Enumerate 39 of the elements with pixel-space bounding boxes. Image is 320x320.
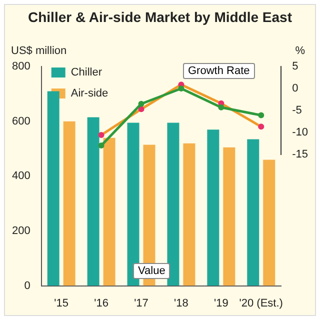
- point: [138, 100, 144, 107]
- bar: [87, 117, 100, 286]
- y-tick-label: 200: [12, 225, 30, 238]
- y-axis-title: US$ million: [11, 45, 67, 57]
- bar: [247, 139, 260, 286]
- y-tick-label: 800: [12, 60, 30, 73]
- bar: [263, 160, 276, 286]
- bar: [167, 122, 180, 286]
- legend-label: Chiller: [70, 66, 102, 79]
- x-tick-label: '17: [134, 297, 148, 310]
- bar: [103, 138, 116, 286]
- y-tick-label: 600: [12, 115, 30, 128]
- point: [98, 142, 104, 149]
- y2-axis-title: %: [295, 45, 305, 57]
- bar: [127, 122, 140, 286]
- x-tick-label: '18: [174, 297, 188, 310]
- bar: [63, 121, 76, 286]
- y2-tick-label: -15: [292, 148, 308, 160]
- x-tick-label: '16: [94, 297, 108, 310]
- bar: [207, 130, 220, 286]
- point: [258, 112, 264, 118]
- x-tick-label: '20 (Est.): [239, 297, 283, 310]
- legend-label: Air-side: [70, 88, 108, 100]
- point: [218, 104, 224, 110]
- y2-tick-label: 0: [292, 82, 298, 95]
- annotation: Value: [133, 263, 170, 279]
- y-tick-label: 0: [24, 280, 30, 292]
- x-tick-label: '19: [214, 297, 228, 310]
- y2-tick-label: -5: [292, 104, 302, 116]
- y2-tick-label: 5: [292, 60, 298, 73]
- chart-title: Chiller & Air-side Market by Middle East: [27, 8, 293, 25]
- y-tick-label: 400: [12, 170, 30, 182]
- bar: [47, 91, 60, 286]
- point: [178, 86, 184, 92]
- annotation: Growth Rate: [183, 63, 255, 79]
- bar: [223, 147, 236, 286]
- bar: [183, 143, 196, 286]
- y2-tick-label: -10: [292, 126, 308, 138]
- x-tick-label: '15: [54, 297, 69, 310]
